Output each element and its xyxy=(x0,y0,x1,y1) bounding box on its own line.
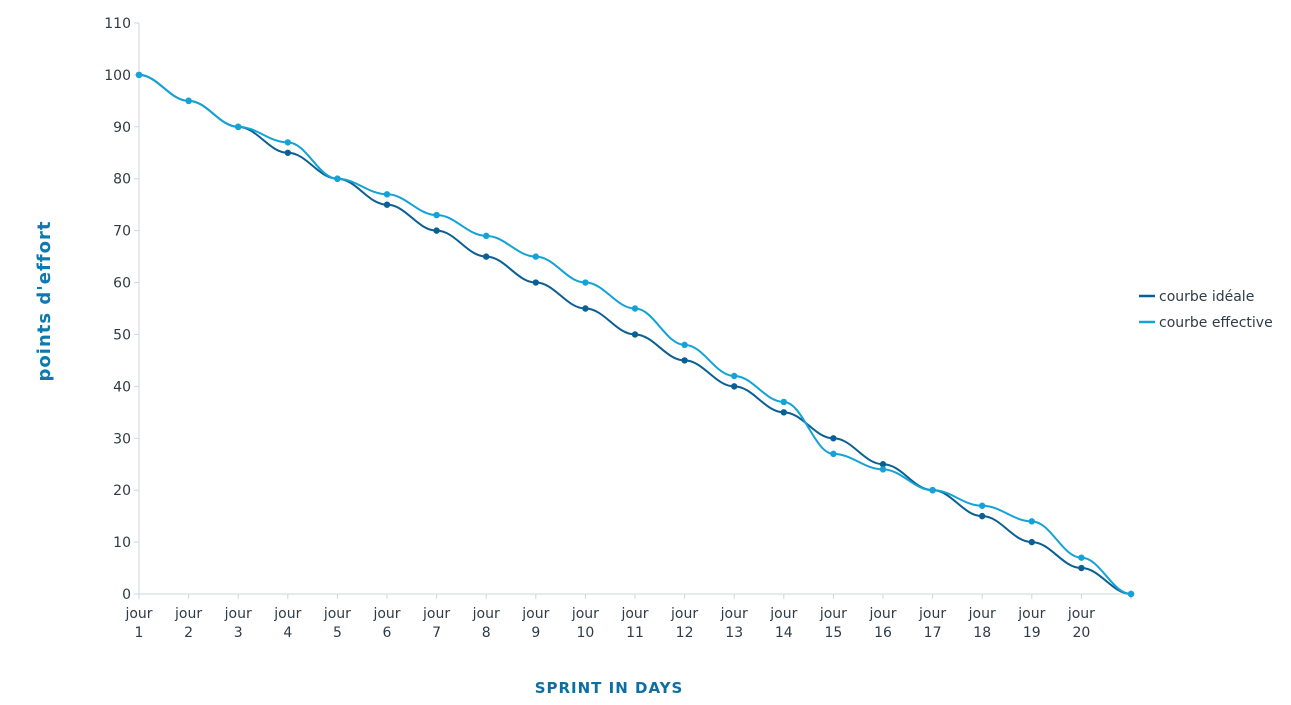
x-tick-label-line1: jour xyxy=(1067,606,1095,622)
data-point-actual[interactable] xyxy=(681,341,688,349)
data-point-ideal[interactable] xyxy=(1078,564,1085,572)
data-point-ideal[interactable] xyxy=(483,253,490,260)
x-tick-label-line2: 14 xyxy=(775,625,793,641)
x-tick-label-line2: 2 xyxy=(184,625,193,641)
data-point-actual[interactable] xyxy=(731,372,738,380)
x-tick-label-line2: 1 xyxy=(135,625,144,641)
x-tick-label-line2: 8 xyxy=(482,625,491,641)
y-tick-label: 30 xyxy=(113,431,131,447)
data-point-actual[interactable] xyxy=(1127,590,1135,598)
data-point-actual[interactable] xyxy=(383,191,391,198)
legend-label: courbe idéale xyxy=(1159,289,1254,305)
data-point-ideal[interactable] xyxy=(681,357,688,364)
data-point-actual[interactable] xyxy=(284,139,291,146)
x-tick-label-line2: 7 xyxy=(432,625,441,641)
x-tick-label-line2: 11 xyxy=(626,625,644,641)
x-tick-label-line2: 12 xyxy=(676,625,694,641)
data-point-actual[interactable] xyxy=(582,279,589,286)
data-point-actual[interactable] xyxy=(185,97,192,105)
data-point-ideal[interactable] xyxy=(1028,538,1036,546)
data-point-actual[interactable] xyxy=(830,450,837,458)
x-axis-title: SPRINT IN DAYS xyxy=(535,679,684,697)
x-tick-label-line1: jour xyxy=(571,606,599,622)
x-tick-label-line2: 20 xyxy=(1072,625,1090,641)
y-tick-label: 20 xyxy=(113,483,131,499)
legend: courbe idéale courbe effective xyxy=(1139,289,1273,331)
x-tick-label-line2: 13 xyxy=(725,625,743,641)
x-tick-label-line1: jour xyxy=(323,606,351,622)
x-tick-label-line1: jour xyxy=(620,606,648,622)
data-point-ideal[interactable] xyxy=(731,383,738,390)
data-point-actual[interactable] xyxy=(334,175,341,182)
y-tick-label: 90 xyxy=(113,120,131,136)
data-point-actual[interactable] xyxy=(929,486,936,494)
x-tick-label-line1: jour xyxy=(769,606,797,622)
legend-label: courbe effective xyxy=(1159,315,1273,331)
y-tick-label: 0 xyxy=(122,587,131,603)
x-tick-label-line2: 17 xyxy=(924,625,942,641)
data-point-actual[interactable] xyxy=(1028,518,1036,525)
x-tick-label-line2: 16 xyxy=(874,625,892,641)
x-tick-label-line2: 10 xyxy=(576,625,594,641)
x-tick-label-line2: 5 xyxy=(333,625,342,641)
axes: 0 10 20 30 40 50 60 70 80 90 100 110 jour 1 jour 2 jour 3… xyxy=(104,16,1132,641)
x-tick-label-line1: jour xyxy=(472,606,500,622)
data-point-actual[interactable] xyxy=(532,253,539,260)
points-layer xyxy=(135,71,1135,598)
x-tick-label-line2: 6 xyxy=(383,625,392,641)
data-point-actual[interactable] xyxy=(631,305,639,312)
x-tick-label-line1: jour xyxy=(224,606,252,622)
data-point-ideal[interactable] xyxy=(284,149,291,156)
y-tick-label: 100 xyxy=(104,68,131,84)
x-tick-label-line1: jour xyxy=(720,606,748,622)
y-tick-label: 60 xyxy=(113,276,131,292)
x-tick-label-line1: jour xyxy=(918,606,946,622)
data-point-ideal[interactable] xyxy=(582,305,589,312)
data-point-actual[interactable] xyxy=(235,123,242,131)
y-tick-label: 70 xyxy=(113,224,131,240)
x-tick-label-line1: jour xyxy=(868,606,896,622)
y-tick-label: 10 xyxy=(113,535,131,551)
y-tick-label: 110 xyxy=(104,16,131,32)
x-tick-label-line2: 9 xyxy=(531,625,540,641)
x-tick-label-line2: 3 xyxy=(234,625,243,641)
x-tick-label-line1: jour xyxy=(422,606,450,622)
x-tick-label-line1: jour xyxy=(372,606,400,622)
x-tick-label-line2: 4 xyxy=(283,625,292,641)
y-tick-label: 40 xyxy=(113,379,131,395)
data-point-actual[interactable] xyxy=(979,502,986,509)
x-tick-label-line1: jour xyxy=(124,606,152,622)
data-point-ideal[interactable] xyxy=(830,435,837,442)
y-tick-label: 80 xyxy=(113,172,131,188)
data-point-actual[interactable] xyxy=(780,398,787,406)
x-tick-label-line1: jour xyxy=(521,606,549,622)
x-tick-label-line1: jour xyxy=(670,606,698,622)
x-tick-label-line2: 18 xyxy=(973,625,991,641)
y-axis-title: points d'effort xyxy=(34,221,55,382)
data-point-ideal[interactable] xyxy=(532,279,539,286)
x-tick-label-line2: 19 xyxy=(1023,625,1041,641)
data-point-ideal[interactable] xyxy=(879,461,887,468)
data-point-ideal[interactable] xyxy=(979,512,986,520)
data-point-ideal[interactable] xyxy=(433,227,440,234)
data-point-ideal[interactable] xyxy=(383,201,391,208)
data-point-actual[interactable] xyxy=(1078,554,1085,561)
y-tick-label: 50 xyxy=(113,327,131,343)
x-tick-label-line1: jour xyxy=(968,606,996,622)
data-point-actual[interactable] xyxy=(135,71,143,79)
x-tick-label-line1: jour xyxy=(273,606,301,622)
x-tick-label-line2: 15 xyxy=(824,625,842,641)
data-point-ideal[interactable] xyxy=(631,331,639,338)
data-point-ideal[interactable] xyxy=(780,409,787,416)
data-point-actual[interactable] xyxy=(483,232,490,240)
x-tick-label-line1: jour xyxy=(1017,606,1045,622)
data-point-actual[interactable] xyxy=(433,211,440,219)
data-point-actual[interactable] xyxy=(879,466,887,473)
x-tick-label-line1: jour xyxy=(174,606,202,622)
x-tick-label-line1: jour xyxy=(819,606,847,622)
